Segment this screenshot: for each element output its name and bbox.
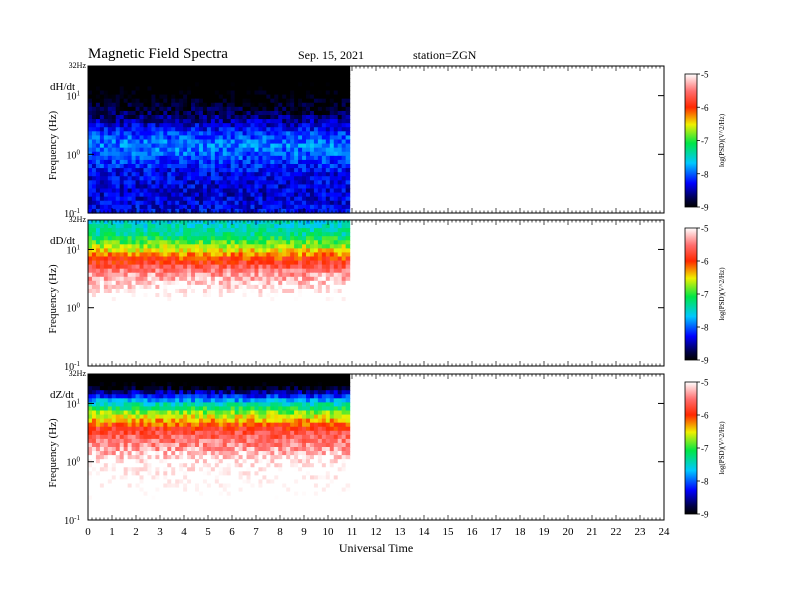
colorbar-tick-label: -8 — [701, 169, 709, 179]
y-tick-label: 101 — [67, 90, 81, 103]
top-frequency-label: 32Hz — [69, 61, 87, 70]
frequency-axis-label: Frequency (Hz) — [47, 111, 59, 181]
colorbar-tick-label: -9 — [701, 356, 709, 366]
x-tick-label: 22 — [611, 526, 622, 538]
figure-title: Magnetic Field Spectra — [88, 46, 228, 62]
y-tick-label: 101 — [67, 243, 81, 256]
frequency-axis-label: Frequency (Hz) — [47, 264, 59, 334]
x-tick-label: 24 — [659, 526, 671, 538]
colorbar-tick-label: -9 — [701, 510, 709, 520]
y-tick-label: 10-1 — [64, 207, 80, 220]
colorbar-tick-label: -5 — [701, 224, 709, 234]
x-tick-label: 3 — [157, 526, 163, 538]
figure-station: station=ZGN — [413, 48, 477, 62]
x-tick-label: 2 — [133, 526, 139, 538]
colorbar-tick-label: -7 — [701, 290, 709, 300]
panel-dZ-dt: 101 100 10-1 32Hz dZ/dt Frequency (Hz) -5 -6 -7 -… — [47, 369, 726, 527]
x-tick-label: 7 — [253, 526, 259, 538]
y-tick-label: 10-1 — [64, 514, 80, 527]
x-tick-label: 18 — [515, 526, 527, 538]
x-axis: 0 1 2 3 4 5 6 7 8 9 10 11 12 13 14 15 16 17 18 19 20 21 22 23 24… — [85, 526, 670, 555]
colorbar — [684, 73, 698, 208]
top-frequency-label: 32Hz — [69, 215, 87, 224]
component-label: dH/dt — [50, 81, 75, 93]
x-tick-label: 14 — [419, 526, 431, 538]
colorbar-tick-label: -5 — [701, 378, 709, 388]
x-tick-label: 1 — [109, 526, 115, 538]
colorbar-tick-label: -7 — [701, 444, 709, 454]
component-label: dD/dt — [50, 235, 75, 247]
colorbar — [684, 227, 698, 361]
x-tick-label: 16 — [467, 526, 479, 538]
colorbar-tick-label: -5 — [701, 70, 709, 80]
y-tick-label: 100 — [67, 148, 81, 161]
x-tick-label: 6 — [229, 526, 235, 538]
panel-dD-dt: 101 100 10-1 32Hz dD/dt Frequency (Hz) -5 -6 -7 -… — [47, 215, 726, 373]
y-tick-label: 100 — [67, 302, 81, 315]
x-tick-label: 19 — [539, 526, 551, 538]
spectrogram-dZ-dt — [88, 374, 351, 521]
x-tick-label: 4 — [181, 526, 187, 538]
colorbar-tick-label: -8 — [701, 323, 709, 333]
x-axis-label: Universal Time — [339, 541, 413, 555]
colorbar-tick-label: -6 — [701, 257, 709, 267]
spectrogram-dH-dt — [88, 66, 351, 214]
x-tick-label: 5 — [205, 526, 211, 538]
x-tick-label: 8 — [277, 526, 283, 538]
x-tick-label: 11 — [347, 526, 358, 538]
x-tick-label: 13 — [395, 526, 407, 538]
spectrogram-dD-dt — [88, 220, 351, 367]
colorbar-tick-label: -7 — [701, 136, 709, 146]
colorbar-label: log(PSD)(V^2/Hz) — [718, 267, 726, 321]
x-tick-label: 23 — [635, 526, 647, 538]
x-tick-label: 10 — [323, 526, 335, 538]
x-tick-label: 21 — [587, 526, 598, 538]
x-tick-label: 12 — [371, 526, 382, 538]
colorbar-label: log(PSD)(V^2/Hz) — [718, 113, 726, 167]
colorbar — [684, 381, 698, 515]
colorbar-tick-label: -6 — [701, 411, 709, 421]
y-tick-label: 100 — [67, 456, 81, 469]
component-label: dZ/dt — [50, 389, 74, 401]
figure-date: Sep. 15, 2021 — [298, 48, 364, 62]
y-tick-label: 10-1 — [64, 360, 80, 373]
time-ticks — [87, 66, 665, 213]
frequency-axis-label: Frequency (Hz) — [47, 418, 59, 488]
time-ticks — [87, 220, 665, 366]
top-frequency-label: 32Hz — [69, 369, 87, 378]
colorbar-tick-label: -6 — [701, 103, 709, 113]
x-tick-label: 9 — [301, 526, 307, 538]
colorbar-label: log(PSD)(V^2/Hz) — [718, 421, 726, 475]
x-tick-label: 15 — [443, 526, 455, 538]
panel-dH-dt: 101 100 10-1 32Hz dH/dt Frequency (Hz) -5 -6 -7 -… — [47, 61, 726, 220]
x-tick-label: 0 — [85, 526, 91, 538]
x-tick-label: 20 — [563, 526, 575, 538]
y-tick-label: 101 — [67, 397, 81, 410]
colorbar-tick-label: -8 — [701, 477, 709, 487]
x-tick-label: 17 — [491, 526, 503, 538]
colorbar-tick-label: -9 — [701, 203, 709, 213]
